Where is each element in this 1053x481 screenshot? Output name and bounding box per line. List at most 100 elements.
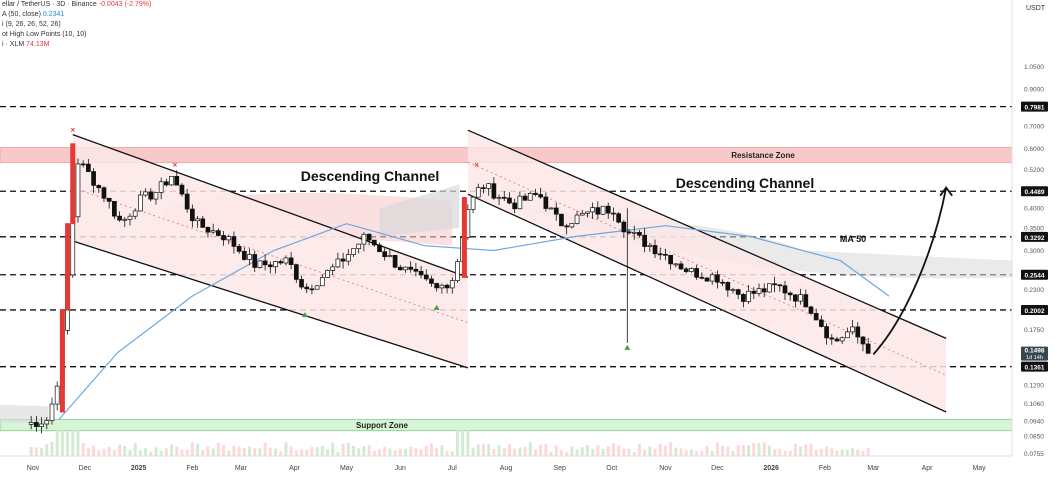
candle-down xyxy=(553,207,559,215)
volume-bar xyxy=(825,446,829,456)
volume-bar xyxy=(180,449,184,456)
volume-bar xyxy=(539,444,543,456)
y-tick-label: 0.1200 xyxy=(1024,383,1044,390)
candle-down xyxy=(278,261,284,264)
volume-bar xyxy=(591,448,595,456)
x-tick-label: Jun xyxy=(395,465,406,472)
volume-bar xyxy=(835,450,839,456)
breakout-candle xyxy=(65,223,71,311)
volume-bar xyxy=(804,444,808,456)
candle-down xyxy=(621,221,627,233)
candle-up xyxy=(70,216,76,276)
y-axis-unit: USDT xyxy=(1026,5,1046,12)
candle-up xyxy=(325,270,330,278)
candle-up xyxy=(335,258,341,268)
candle-up xyxy=(756,288,762,294)
volume-bar xyxy=(861,451,865,456)
volume-bar xyxy=(336,451,340,456)
candle-down xyxy=(392,255,398,268)
volume-bar xyxy=(50,442,54,456)
candle-up xyxy=(39,423,44,428)
volume-bar xyxy=(523,446,527,456)
candle-down xyxy=(418,270,424,276)
price-level-tag xyxy=(1021,361,1048,372)
x-tick-label: Oct xyxy=(606,465,617,472)
candle-down xyxy=(106,197,112,202)
volume-bar xyxy=(388,448,392,456)
volume-bar xyxy=(580,447,584,456)
candle-down xyxy=(657,253,663,256)
volume-bar xyxy=(92,445,96,456)
volume-bar xyxy=(611,443,615,456)
volume-bar xyxy=(76,430,80,456)
resistance-zone-label: Resistance Zone xyxy=(731,151,795,160)
volume-bar xyxy=(185,449,189,456)
candle-down xyxy=(538,194,544,198)
pivot-low-marker xyxy=(433,304,440,310)
pivot-low-marker xyxy=(624,344,631,350)
candle-up xyxy=(730,289,736,291)
candle-up xyxy=(273,261,278,268)
volume-bar xyxy=(362,446,366,456)
volume-bar xyxy=(289,446,293,456)
candle-down xyxy=(663,253,668,256)
x-tick-label: Nov xyxy=(27,465,40,472)
candle-down xyxy=(299,279,304,288)
y-tick-label: 0.1060 xyxy=(1024,401,1044,408)
volume-bar xyxy=(123,446,127,456)
volume-bar xyxy=(528,442,532,456)
candle-down xyxy=(304,286,310,290)
candle-down xyxy=(491,183,497,199)
volume-bar xyxy=(819,448,823,456)
candle-down xyxy=(642,234,647,247)
candle-up xyxy=(138,194,143,212)
volume-bar xyxy=(55,430,59,456)
x-tick-label: Aug xyxy=(500,465,513,472)
y-tick-label: 0.3500 xyxy=(1024,225,1044,232)
candle-up xyxy=(527,192,533,201)
volume-bar xyxy=(466,430,470,456)
candle-down xyxy=(101,187,107,199)
candle-down xyxy=(377,244,382,253)
candle-up xyxy=(54,385,60,405)
candle-up xyxy=(143,191,148,196)
volume-bar xyxy=(97,450,101,456)
candle-down xyxy=(215,230,221,236)
volume-bar xyxy=(263,442,267,456)
candle-down xyxy=(605,205,611,214)
ma50-label: MA 50 xyxy=(840,234,866,244)
volume-bar xyxy=(471,447,475,456)
y-tick-label: 0.6000 xyxy=(1024,146,1044,153)
x-tick-label: May xyxy=(972,465,986,472)
candle-down xyxy=(174,175,180,186)
volume-bar xyxy=(481,444,485,456)
x-tick-label: Feb xyxy=(186,465,198,472)
candle-down xyxy=(86,163,91,172)
candle-up xyxy=(28,422,34,425)
volume-bar xyxy=(856,449,860,456)
candle-down xyxy=(340,258,346,262)
candle-down xyxy=(413,268,419,272)
volume-bar xyxy=(752,442,756,456)
candle-up xyxy=(49,403,55,421)
legend-pivots: ot High Low Points (10, 10) xyxy=(2,31,87,38)
candle-up xyxy=(631,231,637,234)
volume-bar xyxy=(450,451,454,456)
volume-bar xyxy=(367,444,371,456)
legend-symbol: ellar / TetherUS · 3D · Binance xyxy=(2,1,97,8)
candle-down xyxy=(533,192,538,195)
pivot-high-marker: × xyxy=(173,161,178,170)
candle-down xyxy=(148,191,154,200)
candle-down xyxy=(241,251,247,260)
volume-bar xyxy=(700,451,704,456)
candle-up xyxy=(195,218,200,222)
candle-up xyxy=(314,285,320,290)
candle-up xyxy=(709,274,715,282)
candle-down xyxy=(397,266,403,271)
legend-ichimoku: i (9, 26, 26, 52, 26) xyxy=(2,21,61,28)
volume-bar xyxy=(455,430,459,456)
candle-up xyxy=(132,210,138,217)
x-tick-label: Feb xyxy=(819,465,831,472)
candle-down xyxy=(699,276,705,279)
